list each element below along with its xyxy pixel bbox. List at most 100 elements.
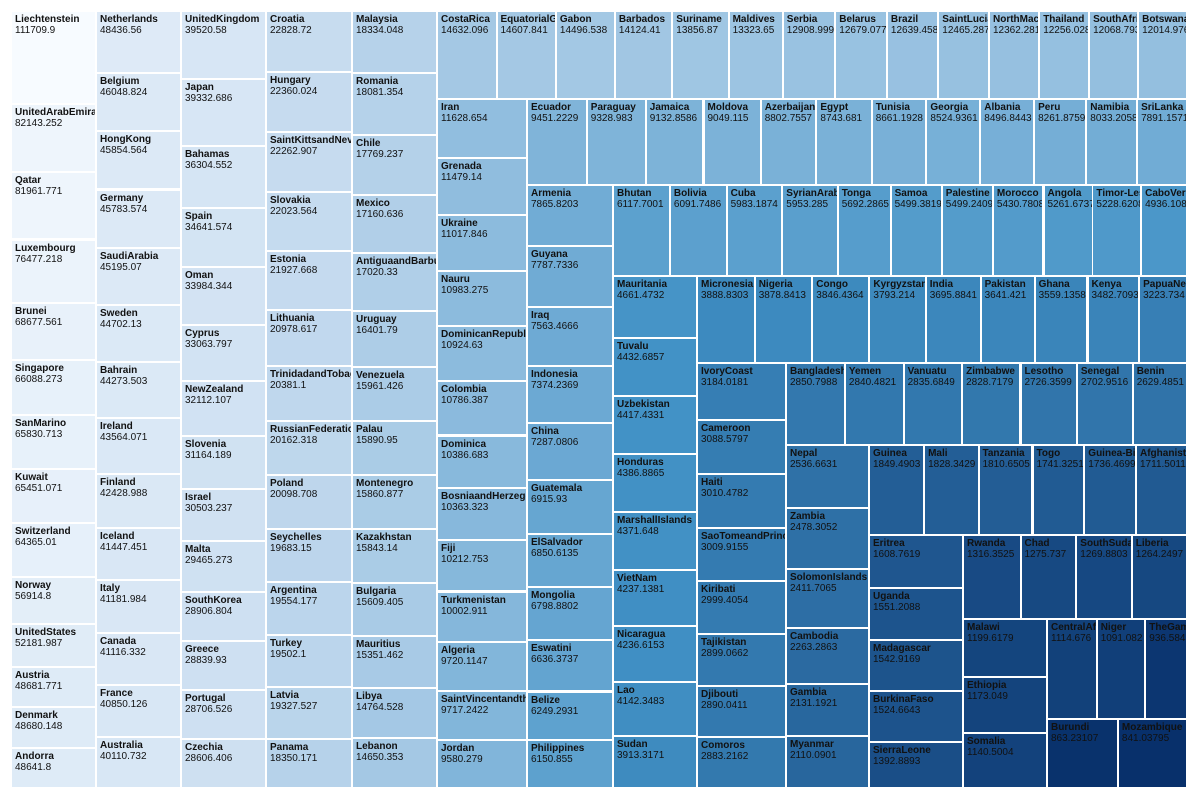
tile-value: 1140.5004 (967, 747, 1014, 759)
treemap-tile: Italy 41181.984 (97, 581, 182, 634)
tile-value: 48436.56 (100, 25, 142, 36)
tile-value: 18081.354 (356, 87, 404, 99)
tile-name: Nigeria (758, 279, 793, 290)
tile-value: 9451.2229 (531, 113, 579, 124)
tile-value: 8524.9361 (930, 113, 978, 124)
tile-value: 28706.526 (185, 704, 233, 716)
tile-value: 10924.63 (441, 340, 483, 352)
treemap-tile: Azerbaijan 8802.7557 (761, 100, 818, 186)
tile-name: ElSalvador (531, 536, 583, 548)
tile-name: MarshallIslands (617, 515, 693, 527)
tile-name: Ethiopia (967, 679, 1007, 691)
tile-value: 45195.07 (100, 261, 142, 273)
tile-value: 4417.4331 (617, 410, 665, 421)
treemap-tile: Kazakhstan 15843.14 (353, 530, 438, 584)
treemap-tile: Maldives 13323.65 (729, 12, 784, 100)
treemap-tile: Malawi 1199.6179 (964, 620, 1048, 678)
tile-name: Guinea (873, 448, 907, 459)
treemap-tile: SaintVincentandtheGrenadines9717.2422 (438, 691, 528, 741)
tile-value: 2835.6849 (907, 377, 955, 388)
tile-value: 81961.771 (15, 185, 63, 197)
tile-name: Sudan (617, 739, 648, 751)
tile-name: Tajikistan (701, 637, 747, 649)
tile-name: Vanuatu (907, 366, 947, 377)
tile-value: 22023.564 (270, 206, 318, 218)
tile-name: SolomonIslands (790, 571, 868, 583)
tile-value: 6091.7486 (673, 199, 722, 210)
tile-value: 52181.987 (15, 637, 63, 649)
tile-name: Cyprus (185, 327, 220, 339)
tile-name: Japan (185, 81, 214, 93)
tile-name: Eswatini (531, 642, 572, 654)
treemap-tile: Slovakia 22023.564 (267, 193, 353, 253)
treemap-tile: Panama 18350.171 (267, 739, 353, 789)
treemap-tile: Finland 42428.988 (97, 474, 182, 529)
tile-name: NorthMacedonia (993, 14, 1040, 25)
tile-name: Thailand (1043, 14, 1085, 25)
tile-value: 8661.1928 (875, 113, 923, 124)
tile-value: 13323.65 (732, 25, 775, 36)
treemap-tile: Lesotho 2726.3599 (1021, 364, 1078, 446)
treemap-tile: Mauritius 15351.462 (353, 636, 438, 690)
tile-name: Austria (15, 670, 50, 681)
tile-value: 22828.72 (270, 25, 312, 36)
treemap-tile: Liechtenstein 111709.9 (12, 12, 97, 105)
tile-value: 32112.107 (185, 395, 232, 407)
tile-value: 14632.096 (441, 25, 489, 36)
tile-name: Sweden (100, 308, 138, 320)
tile-value: 1091.082 (1100, 633, 1143, 644)
treemap-tile: Qatar 81961.771 (12, 172, 97, 241)
tile-value: 8743.681 (820, 113, 863, 124)
tile-value: 19683.15 (270, 543, 312, 555)
treemap-tile: Turkey 19502.1 (267, 635, 353, 688)
treemap-tile: Tajikistan 2899.0662 (698, 635, 787, 687)
treemap-tile: Kenya 3482.7093 (1088, 277, 1141, 364)
treemap-tile: Iran 11628.654 (438, 100, 528, 159)
tile-value: 6636.3737 (531, 653, 579, 665)
tile-value: 6915.93 (531, 493, 568, 505)
treemap-tile: PapuaNewGuinea3223.734 (1140, 277, 1188, 364)
treemap-tile: Lao 4142.3483 (614, 682, 698, 738)
tile-name: Montenegro (356, 478, 414, 490)
tile-value: 1608.7619 (873, 549, 921, 560)
tile-value: 15843.14 (356, 543, 398, 554)
treemap-tile: Uzbekistan 4417.4331 (614, 397, 698, 456)
tile-value: 42428.988 (100, 487, 148, 499)
treemap-tile: CostaRica 14632.096 (438, 12, 498, 100)
tile-name: Czechia (185, 742, 223, 754)
tile-name: Tonga (841, 188, 871, 199)
tile-value: 4432.6857 (617, 351, 665, 363)
treemap-tile: Nepal 2536.6631 (787, 446, 870, 509)
tile-name: Myanmar (790, 739, 834, 750)
tile-name: Jordan (441, 742, 475, 754)
tile-name: Cuba (730, 188, 756, 199)
tile-value: 10983.275 (441, 284, 489, 296)
tile-value: 20098.708 (270, 489, 318, 501)
tile-name: Chad (1024, 538, 1050, 549)
tile-name: Micronesia (701, 279, 754, 290)
tile-value: 12256.028 (1043, 25, 1090, 36)
tile-value: 3913.3171 (617, 750, 665, 762)
tile-value: 1741.3251 (1036, 459, 1084, 470)
treemap-tile: Tanzania 1810.6505 (979, 446, 1034, 536)
treemap-tile: India 3695.8841 (926, 277, 982, 364)
tile-name: Turkmenistan (441, 594, 506, 606)
treemap-tile: SolomonIslands 2411.7065 (787, 569, 870, 629)
treemap-tile: Samoa 5499.3819 (891, 186, 943, 277)
treemap-tile: Eritrea 1608.7619 (870, 536, 964, 590)
tile-value: 3695.8841 (929, 290, 977, 301)
tile-name: Moldova (707, 102, 749, 113)
tile-name: Denmark (15, 710, 58, 722)
treemap-tile: EquatorialGuinea14607.841 (497, 12, 557, 100)
treemap-tile: Palestine 5499.2409 (942, 186, 994, 277)
tile-name: AntiguaandBarbuda (356, 256, 436, 268)
tile-value: 2110.0901 (790, 750, 837, 761)
treemap-tile: Canada 41116.332 (97, 633, 182, 687)
tile-value: 9720.1147 (441, 655, 488, 667)
treemap-tile: Belgium 46048.824 (97, 73, 182, 133)
treemap-tile: Lebanon 14650.353 (353, 739, 438, 789)
tile-value: 20978.617 (270, 324, 318, 336)
tile-value: 9049.115 (707, 113, 749, 124)
tile-name: Andorra (15, 750, 54, 762)
tile-name: Seychelles (270, 532, 322, 544)
